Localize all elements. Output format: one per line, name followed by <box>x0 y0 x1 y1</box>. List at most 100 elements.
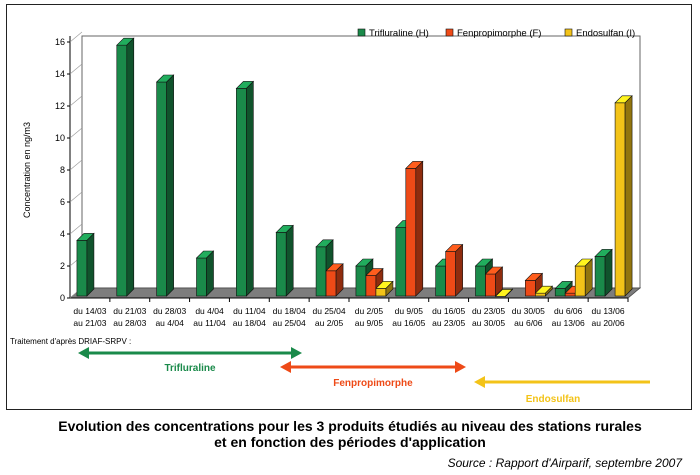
bar-2-11 <box>535 292 546 297</box>
y-tick-depth <box>69 63 83 75</box>
x-tick-label: au 23/05 <box>432 318 465 328</box>
legend-label: Endosulfan (I) <box>576 28 635 39</box>
bar-0-4 <box>236 88 247 297</box>
x-tick-label: au 30/05 <box>472 318 505 328</box>
bar-chart: 0 2 4 6 8 10 12 14 16 Concentration en ng/m3 du 14… <box>10 28 650 405</box>
treatment-name-2: Endosulfan <box>526 394 580 405</box>
treatment-name-0: Trifluraline <box>164 363 216 374</box>
y-tick-label: 16 <box>55 37 65 47</box>
bar-side <box>624 95 633 297</box>
bar-side <box>455 243 463 297</box>
x-tick-label: du 2/05 <box>355 306 384 316</box>
y-tick-label: 10 <box>55 133 65 143</box>
y-tick-depth <box>69 95 83 107</box>
legend-swatch <box>445 28 454 37</box>
caption-line-1: Evolution des concentrations pour les 3 … <box>58 418 642 434</box>
y-tick-depth <box>69 191 83 203</box>
x-tick-label: au 20/06 <box>592 318 625 328</box>
y-tick-label: 2 <box>60 261 65 271</box>
y-tick-label: 8 <box>60 165 65 175</box>
x-tick-label: du 21/03 <box>113 306 146 316</box>
bar-1-7 <box>365 275 377 297</box>
bar-2-7 <box>375 288 387 297</box>
treatment-name-1: Fenpropimorphe <box>333 378 413 389</box>
x-tick-label: au 25/04 <box>273 318 306 328</box>
bar-side <box>604 248 613 297</box>
x-tick-label: au 11/04 <box>193 318 226 328</box>
bar-side <box>206 250 214 297</box>
bar-side <box>126 37 135 297</box>
x-tick-label: du 30/05 <box>512 306 545 316</box>
y-axis-label: Concentration en ng/m3 <box>22 122 32 218</box>
bar-0-2 <box>156 81 167 297</box>
bar-0-3 <box>196 257 207 297</box>
bar-side <box>285 224 294 297</box>
x-tick-label: au 4/04 <box>155 318 184 328</box>
x-tick-label: du 9/05 <box>395 306 424 316</box>
y-tick-depth <box>69 159 83 171</box>
x-tick-label: du 13/06 <box>592 306 625 316</box>
bar-1-8 <box>405 168 417 297</box>
x-tick-label: du 16/05 <box>432 306 465 316</box>
bar-2-12 <box>574 265 586 297</box>
y-tick-depth <box>69 223 83 235</box>
y-tick-label: 4 <box>60 229 65 239</box>
legend-label: Fenpropimorphe (F) <box>457 28 541 39</box>
x-tick-label: au 16/05 <box>392 318 425 328</box>
treatment-label: Traitement d'après DRIAF-SRPV : <box>10 337 131 346</box>
y-tick-label: 6 <box>60 197 65 207</box>
x-tick-label: au 6/06 <box>514 318 543 328</box>
bar-0-8 <box>395 227 407 297</box>
bar-1-11 <box>525 280 536 297</box>
x-tick-label: du 28/03 <box>153 306 186 316</box>
x-tick-label: au 2/05 <box>315 318 344 328</box>
x-tick-label: du 23/05 <box>472 306 505 316</box>
x-tick-label: du 4/04 <box>195 306 224 316</box>
y-tick-depth <box>69 31 83 43</box>
bar-side <box>335 263 344 297</box>
x-tick-label: du 14/03 <box>73 306 106 316</box>
bar-side <box>385 280 394 297</box>
bar-0-12 <box>554 288 566 297</box>
x-tick-label: au 18/04 <box>233 318 266 328</box>
bar-0-7 <box>355 265 367 297</box>
bar-0-10 <box>475 265 486 297</box>
x-tick-label: du 6/06 <box>554 306 583 316</box>
bar-0-9 <box>435 265 446 297</box>
arrow-head-left <box>78 347 89 359</box>
bar-side <box>166 74 174 297</box>
bar-1-12 <box>564 292 576 297</box>
bar-side <box>495 266 503 297</box>
x-tick-label: au 13/06 <box>552 318 585 328</box>
x-tick-label: du 11/04 <box>233 306 266 316</box>
arrow-head-right <box>291 347 302 359</box>
x-tick-label: au 9/05 <box>355 318 384 328</box>
bar-0-5 <box>275 232 287 297</box>
bar-side <box>505 288 513 298</box>
chart-floor <box>68 287 642 299</box>
x-tick-label: au 21/03 <box>73 318 106 328</box>
bar-1-10 <box>485 273 496 297</box>
bar-1-6 <box>325 270 337 297</box>
figure-frame <box>6 4 692 410</box>
bar-0-6 <box>315 246 327 297</box>
legend-swatch <box>564 28 573 37</box>
x-tick-label: du 25/04 <box>313 306 346 316</box>
bar-0-0 <box>76 240 88 297</box>
bar-0-1 <box>116 44 128 297</box>
y-tick-label: 0 <box>60 293 65 303</box>
bar-0-13 <box>594 256 606 297</box>
x-tick-label: au 28/03 <box>113 318 146 328</box>
y-tick-depth <box>69 127 83 139</box>
arrow-head-left <box>280 361 291 373</box>
bar-side <box>545 285 553 297</box>
legend-swatch <box>357 28 366 37</box>
bar-side <box>246 80 254 297</box>
bar-side <box>86 232 95 297</box>
bar-side <box>415 160 424 297</box>
legend-label: Trifluraline (H) <box>369 28 429 39</box>
y-tick-label: 14 <box>55 69 65 79</box>
arrow-head-left <box>474 376 485 388</box>
arrow-head-right <box>455 361 466 373</box>
bar-side <box>584 258 593 297</box>
